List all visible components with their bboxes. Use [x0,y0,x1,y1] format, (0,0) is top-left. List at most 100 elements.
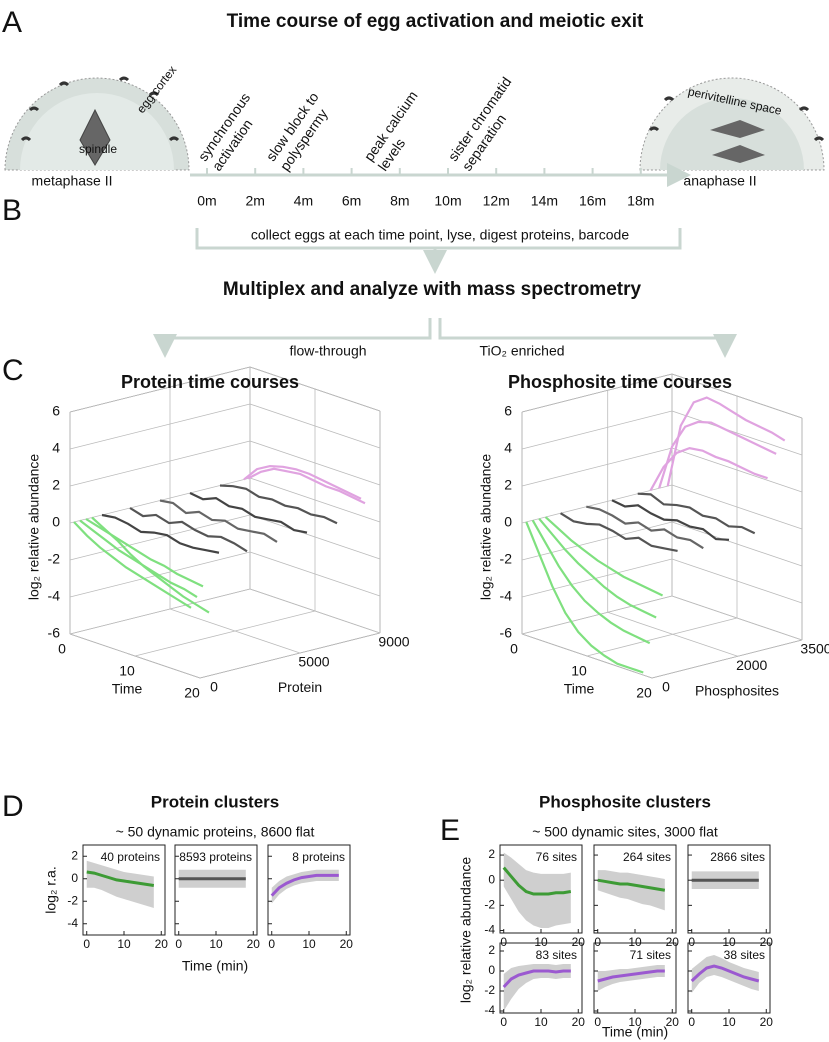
egg-caption: metaphase II [32,173,113,189]
z-tick-label: -6 [48,625,61,641]
mean-line [597,878,666,892]
events: synchronousactivation slow block topolysp… [194,74,514,174]
section-title: Multiplex and analyze with mass spectrom… [223,279,642,300]
x-tick-label: 20 [760,1015,774,1029]
y-axis-label: log₂ r.a. [43,866,59,913]
grid-line [521,447,673,487]
z-tick-label: 0 [504,514,512,530]
x-tick-label: 20 [666,935,680,949]
grid-line [199,632,381,679]
trace [243,464,362,500]
trace [159,499,278,543]
cluster-label: 83 sites [536,948,577,962]
x-tick-label: 0 [58,641,66,657]
branch-label: TiO₂ enriched [479,343,564,359]
z-tick-label: -2 [500,551,513,567]
event-label: peak calciumlevels [360,88,434,174]
mean-line [86,870,155,887]
x-tick-label: 0 [500,1015,507,1029]
cluster-label: 8593 proteins [179,850,252,864]
cluster-label: 71 sites [630,948,671,962]
grid-line [69,440,251,487]
trace [611,499,730,541]
y-axis-label: log₂ relative abundance [26,454,42,601]
y-tick-label: 2 [488,847,495,861]
trace [219,484,338,525]
panel-label: A [2,6,22,39]
timepoint-label: 18m [627,193,654,209]
z-tick-label: 6 [52,403,60,419]
p-tick-label: 0 [210,679,218,695]
grid-line [69,366,251,413]
x-tick-label: 0 [688,1015,695,1029]
y-tick-label: -2 [484,898,495,912]
x-tick-label: 10 [722,1015,736,1029]
cluster-label: 8 proteins [292,850,345,864]
timepoint-label: 8m [390,193,409,209]
grid-line [607,611,738,657]
mean-line [270,873,339,897]
plot-title: Phosphosite time courses [508,372,732,392]
grid-line [69,588,251,635]
trace [101,513,220,554]
z-tick-label: 2 [504,477,512,493]
panel-subtitle: ~ 500 dynamic sites, 3000 flat [532,824,718,840]
timepoint-label: 2m [245,193,264,209]
x-tick-label: 0 [175,937,182,951]
p-tick-label: 5000 [298,654,329,670]
y-tick-label: -4 [67,916,78,930]
grid-line [521,373,673,413]
grid-line [249,588,381,634]
x-tick-label: 10 [119,663,135,679]
mean-line [502,969,571,989]
branch-arrow [438,318,737,358]
grid-line [134,610,316,657]
panel-subtitle: ~ 50 dynamic proteins, 8600 flat [116,824,315,840]
p-axis-label: Protein [278,679,322,695]
x-tick-label: 0 [594,935,601,949]
z-tick-label: -4 [48,588,61,604]
x-tick-label: 10 [628,935,642,949]
p-tick-label: 9000 [378,634,409,650]
x-tick-label: 10 [628,1015,642,1029]
y-axis-label: log₂ relative abundance [478,454,494,601]
branch-label: flow-through [289,343,366,359]
grid-line [671,595,803,641]
x-tick-label: 20 [666,1015,680,1029]
x-tick-label: 0 [594,1015,601,1029]
trace [525,521,644,674]
y-tick-label: 2 [488,943,495,957]
timepoint-label: 4m [294,193,313,209]
timepoint-label: 16m [579,193,606,209]
plot-title: Protein time courses [121,372,299,392]
timepoint-label: 0m [197,193,216,209]
z-tick-label: 4 [52,440,60,456]
panel-label: C [2,354,24,387]
egg-caption: anaphase II [683,173,756,189]
trace [649,446,768,491]
event-label: synchronousactivation [194,90,267,174]
trace [658,420,777,489]
p-tick-label: 2000 [736,657,767,673]
x-tick-label: 20 [572,1015,586,1029]
x-tick-label: 0 [688,935,695,949]
branch-arrow [153,318,432,358]
trace [559,512,678,553]
egg-right [639,77,825,171]
spread-band [691,955,759,993]
grid-line [521,595,673,635]
z-tick-label: 4 [504,440,512,456]
x-tick-label: 10 [534,935,548,949]
timepoint-label: 14m [531,193,558,209]
grid-line [521,633,653,679]
z-tick-label: 6 [504,403,512,419]
x-tick-label: 20 [340,937,354,951]
x-tick-label: 0 [268,937,275,951]
x-tick-label: 10 [571,663,587,679]
z-tick-label: -4 [500,588,513,604]
x-tick-label: 10 [722,935,736,949]
grid-line [69,403,251,450]
trace [79,519,198,599]
x-axis-label: Time [564,681,595,697]
